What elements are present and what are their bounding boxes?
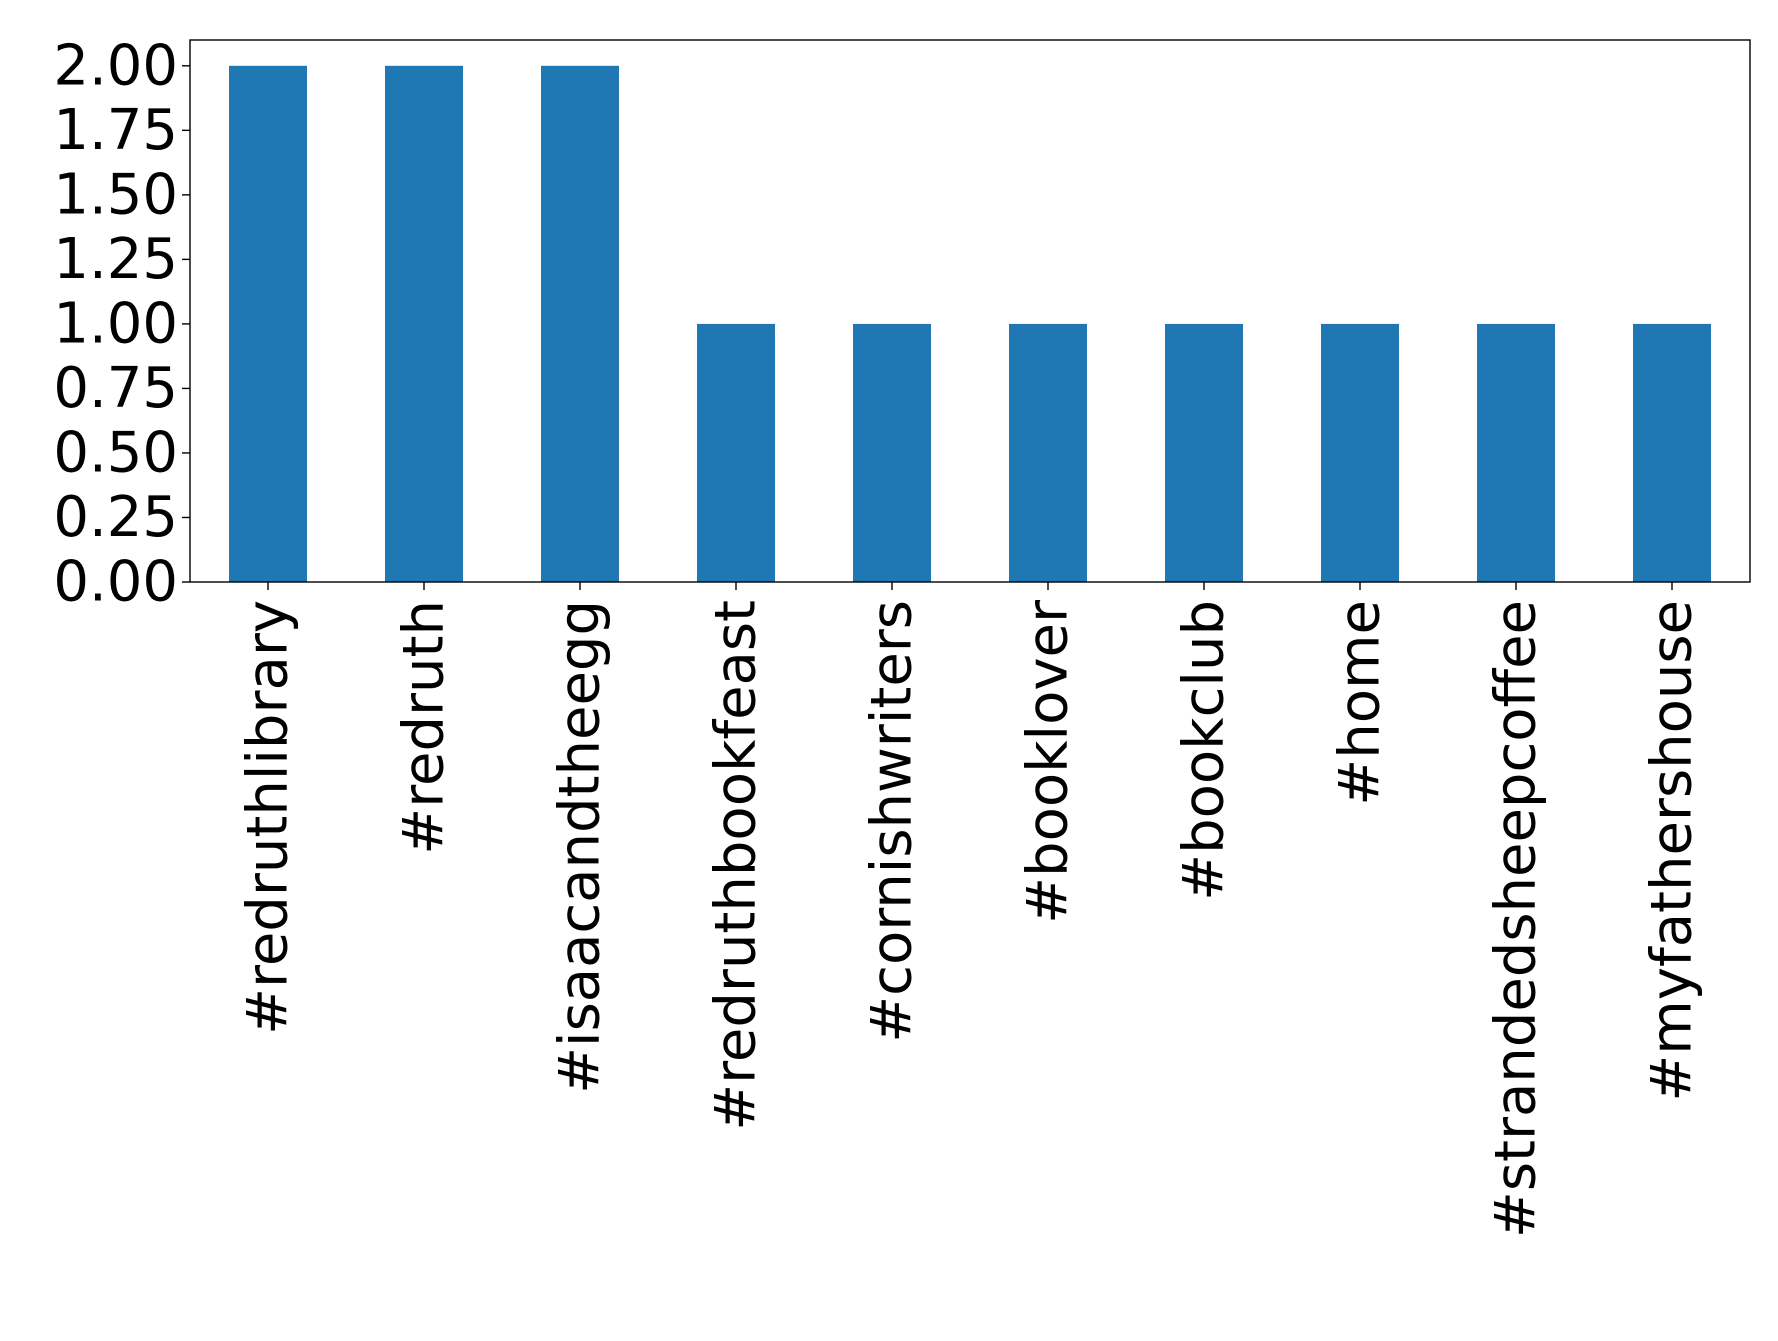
bar-isaacandtheegg bbox=[541, 65, 619, 583]
y-tick-label: 1.00 bbox=[53, 291, 178, 356]
bar-strandedsheepcoffee bbox=[1477, 323, 1555, 582]
bar-redruthbookfeast bbox=[697, 323, 775, 582]
y-axis: 0.000.250.500.751.001.251.501.752.00 bbox=[53, 33, 190, 615]
y-tick-label: 0.25 bbox=[53, 485, 178, 550]
y-tick-label: 1.50 bbox=[53, 162, 178, 227]
x-tick-label: #redruthbookfeast bbox=[704, 600, 769, 1131]
y-tick-label: 0.75 bbox=[53, 356, 178, 421]
x-tick-label: #booklover bbox=[1016, 599, 1081, 924]
y-tick-label: 2.00 bbox=[53, 33, 178, 98]
y-tick-label: 1.25 bbox=[53, 227, 178, 292]
bars-group bbox=[229, 65, 1711, 583]
bar-booklover bbox=[1009, 323, 1087, 582]
y-tick-label: 1.75 bbox=[53, 98, 178, 163]
x-tick-label: #redruthlibrary bbox=[236, 600, 301, 1035]
bar-cornishwriters bbox=[853, 323, 931, 582]
y-tick-label: 0.50 bbox=[53, 420, 178, 485]
x-tick-label: #home bbox=[1328, 600, 1393, 806]
x-tick-label: #bookclub bbox=[1172, 600, 1237, 901]
plot-frame bbox=[189, 39, 1751, 583]
bar-home bbox=[1321, 323, 1399, 582]
bar-myfathershouse bbox=[1633, 323, 1711, 582]
x-tick-label: #strandedsheepcoffee bbox=[1484, 600, 1549, 1238]
x-tick-label: #myfathershouse bbox=[1640, 600, 1705, 1102]
x-axis: #redruthlibrary #redruth #isaacandtheegg #r… bbox=[236, 582, 1705, 1238]
x-tick-label: #redruth bbox=[392, 600, 457, 855]
x-tick-label: #cornishwriters bbox=[860, 600, 925, 1043]
x-tick-label: #isaacandtheegg bbox=[548, 600, 613, 1094]
bar-redruthlibrary bbox=[229, 65, 307, 583]
bar-bookclub bbox=[1165, 323, 1243, 582]
bar-redruth bbox=[385, 65, 463, 583]
y-tick-label: 0.00 bbox=[53, 550, 178, 615]
